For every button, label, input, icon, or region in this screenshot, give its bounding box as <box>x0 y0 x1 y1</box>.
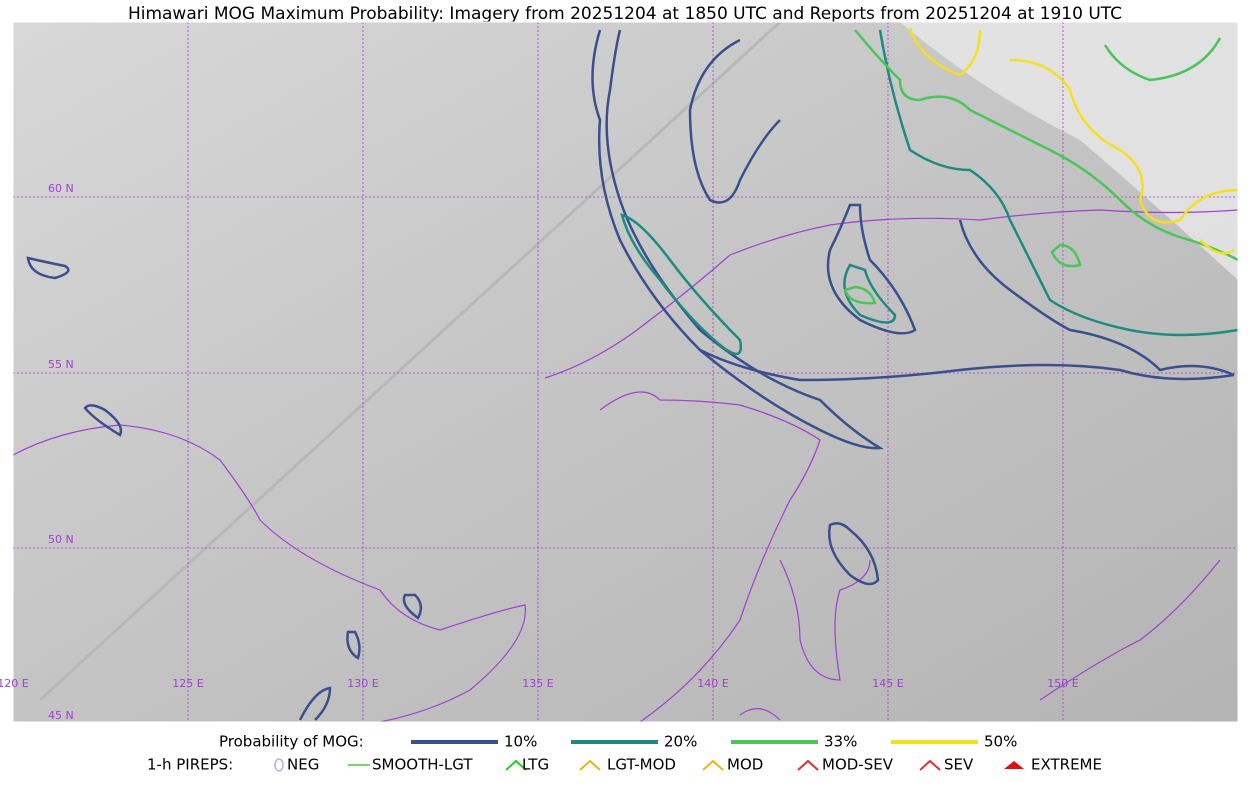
pirep-icon <box>579 759 601 771</box>
title: Himawari MOG Maximum Probability: Imager… <box>128 4 1122 24</box>
map <box>13 22 1238 722</box>
legend-item: 50% <box>984 733 1017 751</box>
longitude-label: 125 E <box>172 677 203 690</box>
pirep-icon <box>505 759 527 771</box>
latitude-label: 50 N <box>48 533 74 546</box>
longitude-label: 140 E <box>697 677 728 690</box>
pirep-icon <box>919 759 941 771</box>
legend-item: EXTREME <box>1031 756 1102 774</box>
legend-label: Probability of MOG: <box>219 733 364 751</box>
legend-item: MOD-SEV <box>822 756 894 774</box>
legend-item: SMOOTH-LGT <box>372 756 473 774</box>
longitude-label: 145 E <box>872 677 903 690</box>
legend-item: 10% <box>504 733 537 751</box>
longitude-label: 135 E <box>522 677 553 690</box>
longitude-label: 150 E <box>1047 677 1078 690</box>
coastlines <box>13 209 1238 722</box>
legend-item: SEV <box>944 756 974 774</box>
contours <box>26 27 1238 721</box>
map-frame <box>12 21 1239 723</box>
satellite-streak <box>38 22 782 702</box>
legend-item: NEG <box>287 756 319 774</box>
pirep-icon <box>797 759 819 771</box>
legend-label: 1-h PIREPS: <box>147 756 233 774</box>
latitude-label: 55 N <box>48 358 74 371</box>
bright-cloud <box>900 22 1238 280</box>
legend-item: 33% <box>824 733 857 751</box>
longitude-label: 120 E <box>0 677 29 690</box>
longitude-label: 130 E <box>347 677 378 690</box>
legend: Probability of MOG: 10% 20% 33% 50% 1-h PIREP… <box>147 733 1102 774</box>
pirep-icon <box>702 759 724 771</box>
satellite-image <box>13 22 1238 722</box>
latitude-label: 60 N <box>48 182 74 195</box>
pirep-icon <box>1004 761 1024 769</box>
legend-item: MOD <box>727 756 763 774</box>
legend-item: LGT-MOD <box>607 756 676 774</box>
pirep-icon <box>274 758 284 772</box>
legend-item: 20% <box>664 733 697 751</box>
latitude-label: 45 N <box>48 709 74 722</box>
legend-item: LTG <box>522 756 549 774</box>
graticule <box>13 22 1238 722</box>
